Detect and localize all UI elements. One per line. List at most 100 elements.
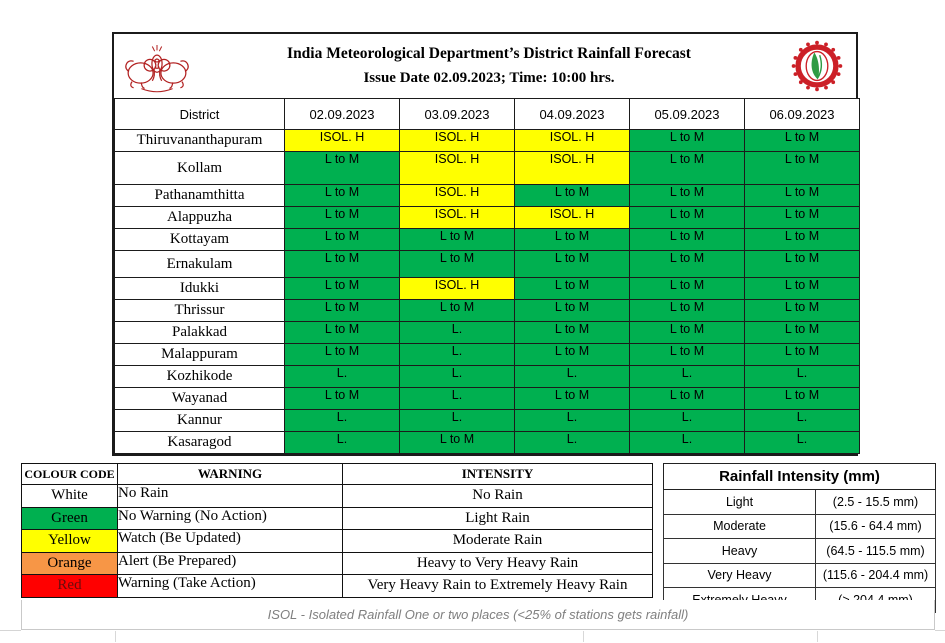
issue-date: Issue Date 02.09.2023; Time: 10:00 hrs. — [363, 70, 615, 86]
forecast-cell: L. — [399, 365, 515, 388]
forecast-row: Kozhikode L. L. L. L. L. — [114, 365, 860, 388]
forecast-table: India Meteorological Department’s Distri… — [112, 32, 860, 456]
forecast-cell: L to M — [629, 299, 745, 322]
forecast-cell: L. — [284, 431, 400, 454]
forecast-cell: L to M — [399, 228, 515, 251]
intensity-row: Heavy (64.5 - 115.5 mm) — [663, 538, 936, 564]
legend-row: Yellow Watch (Be Updated) Moderate Rain — [21, 529, 653, 553]
district-cell: Wayanad — [114, 387, 285, 410]
district-cell: Kozhikode — [114, 365, 285, 388]
forecast-cell: L to M — [284, 321, 400, 344]
forecast-cell: L to M — [744, 250, 860, 278]
legend-row: Green No Warning (No Action) Light Rain — [21, 506, 653, 530]
forecast-cell: L. — [399, 321, 515, 344]
forecast-cell: L to M — [399, 299, 515, 322]
gridline — [0, 630, 21, 631]
forecast-cell: ISOL. H — [399, 277, 515, 300]
legend-row: Orange Alert (Be Prepared) Heavy to Very H… — [21, 551, 653, 575]
forecast-cell: L to M — [629, 228, 745, 251]
colour-swatch-cell: Orange — [21, 551, 118, 575]
legend-column-header: INTENSITY — [342, 463, 653, 485]
forecast-cell: L to M — [284, 184, 400, 207]
isol-footnote-text: ISOL - Isolated Rainfall One or two plac… — [267, 607, 689, 622]
forecast-cell: L. — [744, 365, 860, 388]
forecast-cell: L to M — [399, 250, 515, 278]
forecast-cell: L to M — [284, 277, 400, 300]
date-column-header: 06.09.2023 — [744, 98, 860, 130]
colour-swatch-cell: Red — [21, 574, 118, 598]
forecast-cell: L to M — [284, 206, 400, 229]
forecast-cell: L to M — [284, 151, 400, 185]
intensity-cell: Moderate Rain — [342, 529, 653, 553]
forecast-cell: L. — [284, 365, 400, 388]
forecast-cell: L. — [629, 365, 745, 388]
forecast-cell: L to M — [744, 206, 860, 229]
forecast-cell: L to M — [744, 277, 860, 300]
district-cell: Pathanamthitta — [114, 184, 285, 207]
district-cell: Malappuram — [114, 343, 285, 366]
intensity-cell: Very Heavy Rain to Extremely Heavy Rain — [342, 574, 653, 598]
forecast-cell: L to M — [744, 151, 860, 185]
district-cell: Alappuzha — [114, 206, 285, 229]
forecast-cell: L. — [514, 409, 630, 432]
intensity-label-cell: Heavy — [663, 538, 816, 564]
intensity-row: Moderate (15.6 - 64.4 mm) — [663, 513, 936, 539]
colour-swatch-cell: Green — [21, 506, 118, 530]
intensity-title: Rainfall Intensity (mm) — [663, 463, 936, 490]
gridline — [583, 631, 584, 642]
forecast-cell: L to M — [514, 184, 630, 207]
intensity-cell: Heavy to Very Heavy Rain — [342, 551, 653, 575]
intensity-cell: No Rain — [342, 484, 653, 508]
forecast-cell: L. — [744, 431, 860, 454]
forecast-cell: L to M — [284, 387, 400, 410]
forecast-cell: L to M — [629, 321, 745, 344]
forecast-row: Kannur L. L. L. L. L. — [114, 409, 860, 432]
forecast-cell: L to M — [284, 228, 400, 251]
forecast-header-row: District 02.09.2023 03.09.2023 04.09.2023 05… — [114, 98, 860, 130]
forecast-cell: L to M — [514, 228, 630, 251]
forecast-cell: ISOL. H — [284, 129, 400, 152]
district-cell: Kottayam — [114, 228, 285, 251]
forecast-cell: L. — [514, 431, 630, 454]
forecast-cell: L to M — [514, 321, 630, 344]
forecast-cell: L to M — [399, 431, 515, 454]
forecast-cell: L to M — [629, 151, 745, 185]
legend-header-row: COLOUR CODE WARNING INTENSITY — [21, 463, 653, 485]
forecast-cell: L. — [744, 409, 860, 432]
forecast-cell: ISOL. H — [514, 151, 630, 185]
forecast-cell: L to M — [744, 184, 860, 207]
legend-column-header: COLOUR CODE — [21, 463, 118, 485]
forecast-cell: L. — [399, 409, 515, 432]
forecast-title-block: India Meteorological Department’s Distri… — [200, 45, 778, 87]
forecast-cell: L. — [514, 365, 630, 388]
district-cell: Ernakulam — [114, 250, 285, 278]
forecast-cell: L to M — [629, 387, 745, 410]
intensity-row: Light (2.5 - 15.5 mm) — [663, 489, 936, 515]
forecast-cell: L to M — [744, 299, 860, 322]
warning-cell: No Rain — [117, 484, 343, 508]
intensity-range-cell: (64.5 - 115.5 mm) — [815, 538, 936, 564]
warning-cell: Watch (Be Updated) — [117, 529, 343, 553]
legend-row: White No Rain No Rain — [21, 484, 653, 508]
district-cell: Idukki — [114, 277, 285, 300]
warning-cell: No Warning (No Action) — [117, 506, 343, 530]
forecast-cell: L to M — [284, 250, 400, 278]
date-column-header: 05.09.2023 — [629, 98, 745, 130]
forecast-cell: L to M — [629, 250, 745, 278]
intensity-cell: Light Rain — [342, 506, 653, 530]
forecast-cell: L to M — [284, 343, 400, 366]
gridline — [935, 630, 945, 631]
warning-cell: Warning (Take Action) — [117, 574, 343, 598]
forecast-cell: L to M — [744, 321, 860, 344]
forecast-cell: L to M — [514, 277, 630, 300]
forecast-cell: L to M — [744, 228, 860, 251]
district-cell: Kasaragod — [114, 431, 285, 454]
